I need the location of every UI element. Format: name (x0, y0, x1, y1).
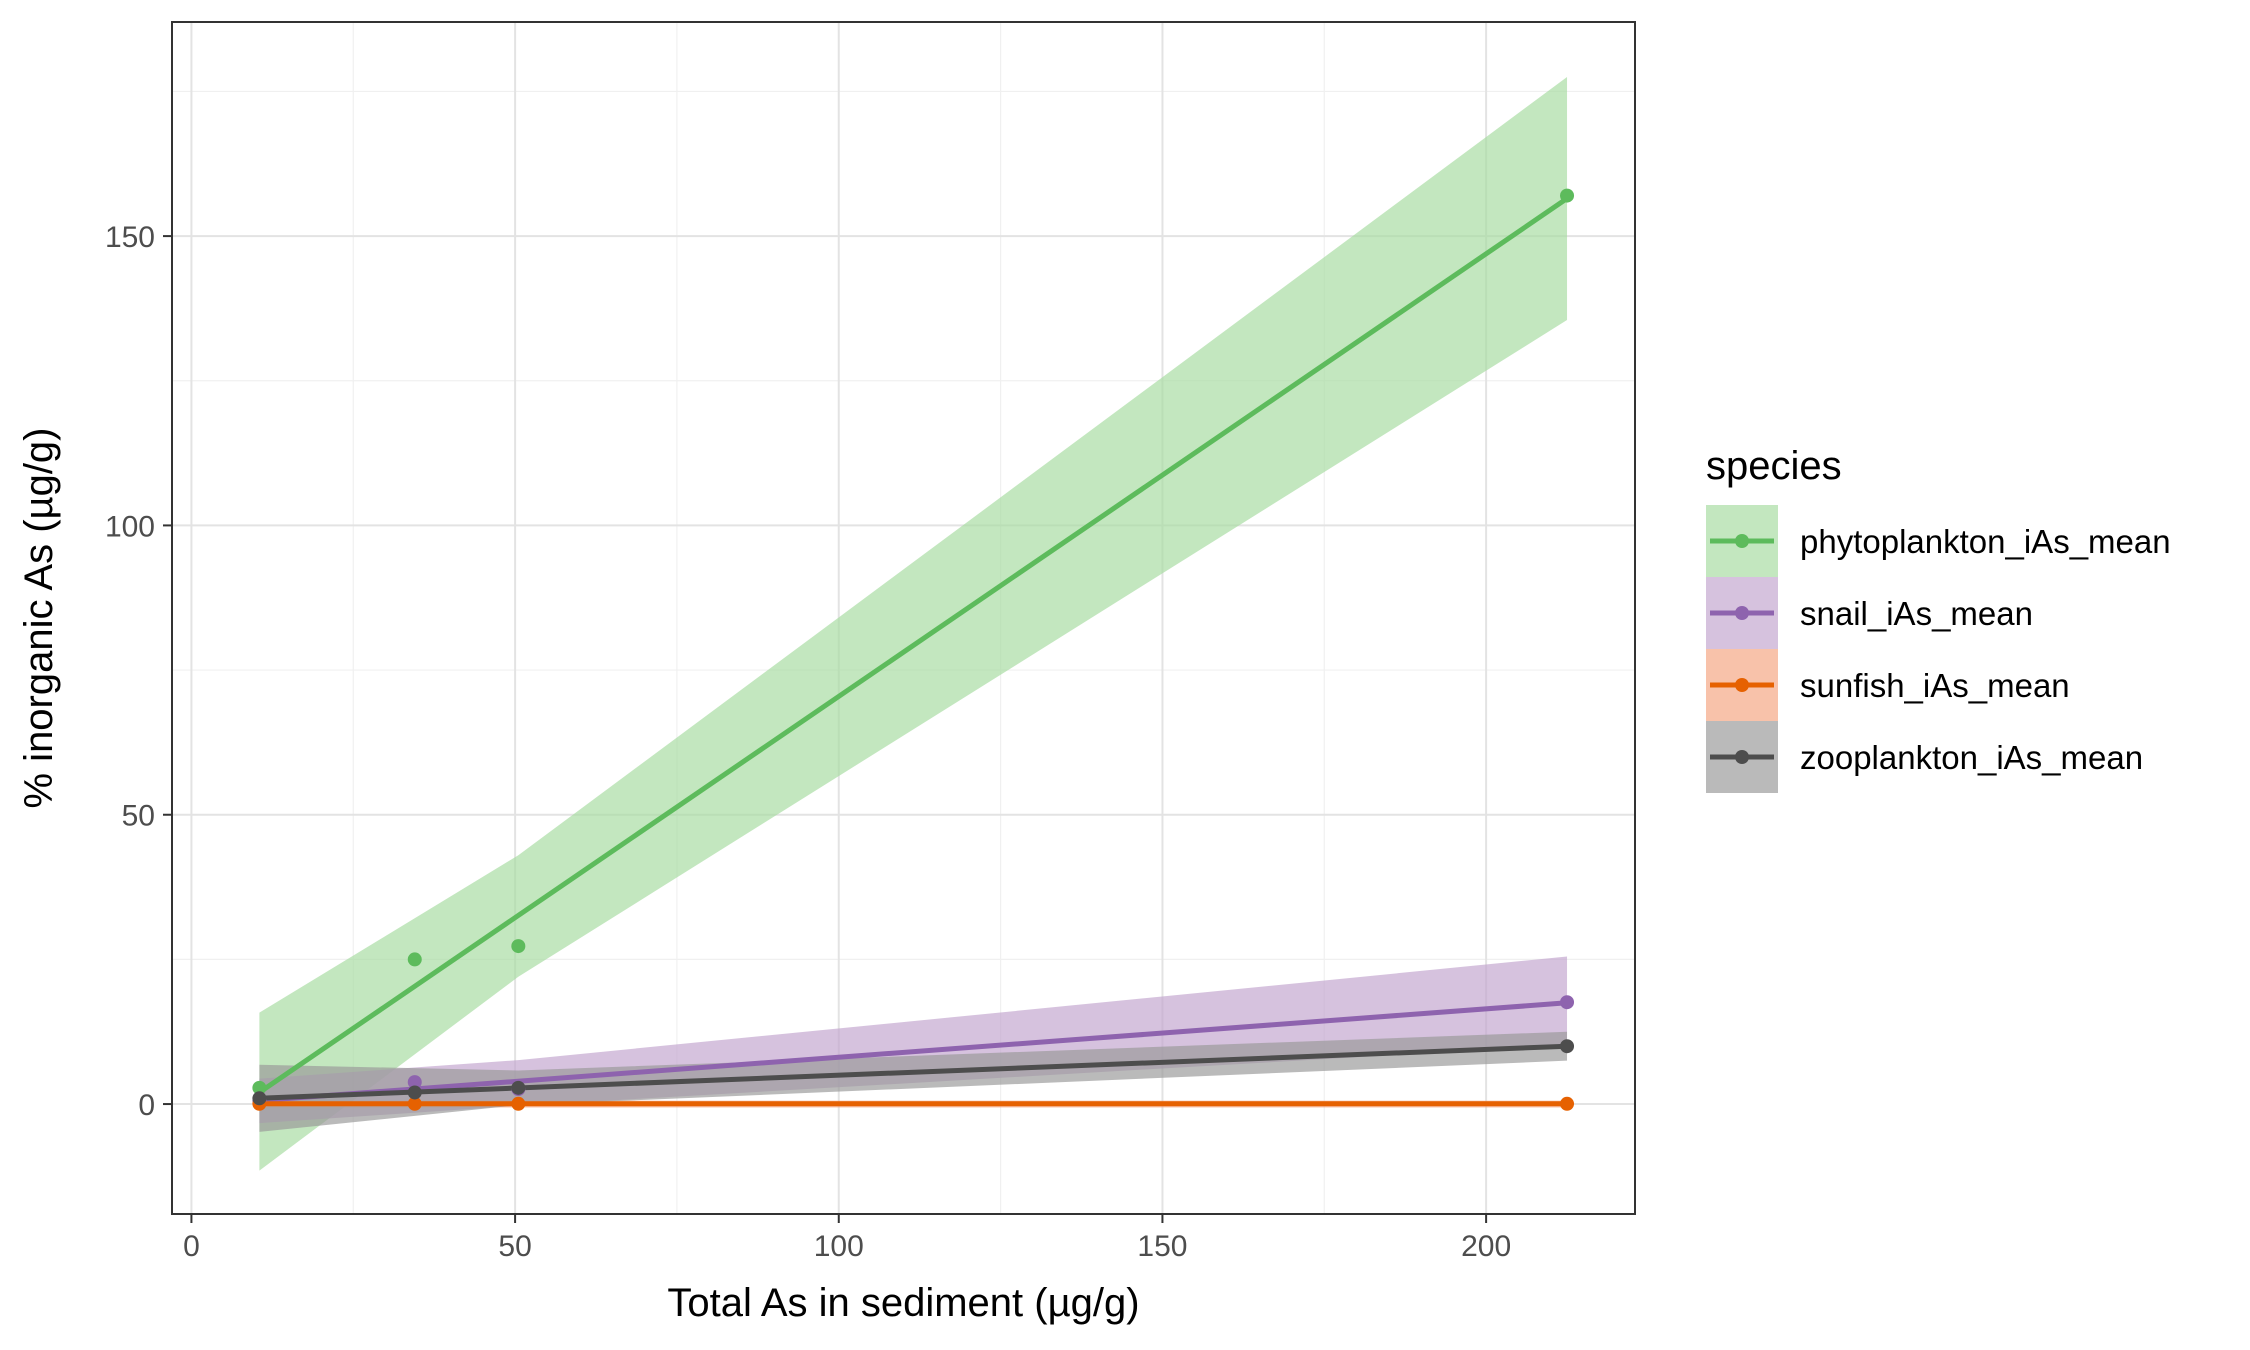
legend-item-sunfish_iAs_mean: sunfish_iAs_mean (1706, 649, 2070, 721)
data-point-snail_iAs_mean (407, 1075, 422, 1090)
plot-area (171, 21, 1636, 1215)
y-tick-label: 50 (122, 800, 155, 833)
x-tick-label: 50 (498, 1230, 531, 1263)
fit-lines (257, 196, 1569, 1107)
data-point-sunfish_iAs_mean (407, 1096, 422, 1111)
data-point-zooplankton_iAs_mean (1560, 1039, 1575, 1054)
legend-items: phytoplankton_iAs_mean snail_iAs_meansunf… (1706, 505, 2171, 793)
legend-label: snail_iAs_mean (1800, 595, 2033, 632)
legend-key-point (1735, 606, 1749, 620)
data-points (252, 188, 1575, 1111)
legend-item-phytoplankton_iAs_mean: phytoplankton_iAs_mean (1706, 505, 2171, 577)
y-axis-title: % inorganic As (µg/g) (17, 428, 61, 809)
legend-label: zooplankton_iAs_mean (1800, 739, 2143, 776)
x-axis-title: Total As in sediment (µg/g) (667, 1281, 1139, 1325)
data-point-phytoplankton_iAs_mean (407, 952, 422, 967)
x-tick-label: 100 (814, 1230, 864, 1263)
legend-key-point (1735, 678, 1749, 692)
y-tick-label: 100 (105, 510, 155, 543)
legend-key-point (1735, 534, 1749, 548)
legend-title: species (1706, 444, 1842, 488)
axes: 0 50 100 150 200 0 50 100 150 (105, 221, 1511, 1263)
y-tick-label: 150 (105, 221, 155, 254)
x-tick-label: 0 (183, 1230, 200, 1263)
legend-item-zooplankton_iAs_mean: zooplankton_iAs_mean (1706, 721, 2143, 793)
data-point-phytoplankton_iAs_mean (252, 1080, 267, 1095)
data-point-zooplankton_iAs_mean (252, 1091, 267, 1106)
data-point-phytoplankton_iAs_mean (1560, 188, 1575, 203)
data-point-zooplankton_iAs_mean (511, 1080, 526, 1095)
y-tick-label: 0 (138, 1089, 155, 1122)
data-point-sunfish_iAs_mean (1560, 1096, 1575, 1111)
x-tick-label: 200 (1461, 1230, 1511, 1263)
fit-line-zooplankton_iAs_mean (259, 1043, 1568, 1101)
data-point-sunfish_iAs_mean (511, 1096, 526, 1111)
data-point-snail_iAs_mean (1560, 995, 1575, 1010)
legend-key-point (1735, 750, 1749, 764)
confidence-band-phytoplankton_iAs_mean (259, 76, 1568, 1171)
x-tick-label: 150 (1137, 1230, 1187, 1263)
legend: species phytoplankton_iAs_mean snail_iAs_… (1706, 444, 2171, 793)
legend-label: sunfish_iAs_mean (1800, 667, 2070, 704)
fit-line-phytoplankton_iAs_mean (257, 196, 1569, 1095)
legend-item-snail_iAs_mean: snail_iAs_mean (1706, 577, 2033, 649)
legend-label: phytoplankton_iAs_mean (1800, 523, 2171, 560)
fit-line-snail_iAs_mean (259, 1000, 1568, 1104)
plot-border (171, 21, 1636, 1215)
data-point-phytoplankton_iAs_mean (511, 939, 526, 954)
data-point-zooplankton_iAs_mean (407, 1085, 422, 1100)
